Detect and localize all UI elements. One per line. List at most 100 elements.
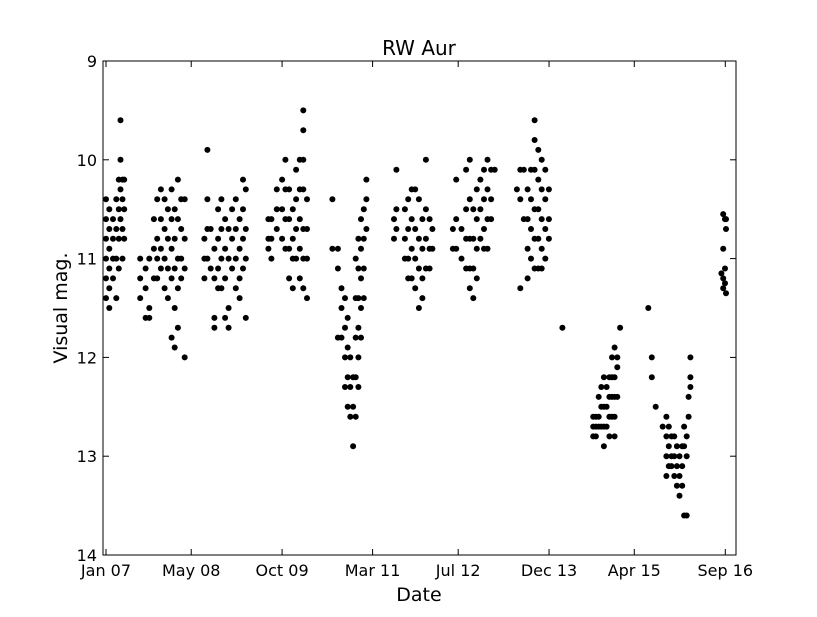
data-point [300, 107, 307, 114]
data-point [419, 275, 426, 282]
data-point [240, 176, 246, 183]
data-point [545, 186, 552, 193]
data-point [481, 196, 487, 203]
data-point [286, 275, 293, 282]
data-point [408, 245, 415, 252]
data-point [164, 235, 171, 242]
data-point [426, 265, 433, 272]
data-point [535, 176, 542, 183]
data-point [528, 255, 534, 262]
data-point [218, 196, 225, 203]
data-point [146, 305, 153, 311]
data-point [488, 196, 495, 203]
data-point [161, 196, 168, 203]
data-point [300, 156, 307, 163]
data-point [676, 492, 683, 499]
data-point [723, 216, 729, 223]
data-point [137, 275, 144, 282]
data-point [466, 156, 473, 163]
data-point [207, 265, 214, 272]
data-point [673, 443, 680, 450]
data-point [293, 255, 300, 262]
data-point [154, 275, 161, 282]
data-point [531, 166, 538, 173]
data-point [215, 206, 222, 213]
data-point [355, 295, 362, 302]
data-point [531, 137, 538, 143]
data-point [606, 433, 613, 440]
data-point [683, 512, 690, 519]
data-point [648, 374, 655, 381]
data-point [463, 206, 470, 213]
data-point [535, 235, 542, 242]
data-point [668, 463, 675, 470]
data-point [115, 265, 122, 272]
data-point [401, 206, 408, 213]
data-point [215, 265, 222, 272]
data-point [204, 146, 211, 153]
data-point [718, 270, 725, 277]
x-tick-label: Dec 13 [521, 561, 577, 580]
data-point [473, 245, 480, 252]
plot-frame [102, 60, 737, 556]
data-point [181, 235, 188, 242]
data-point [676, 473, 683, 479]
data-point [218, 255, 225, 262]
data-point [232, 196, 239, 203]
data-point [344, 403, 351, 410]
data-point [300, 127, 307, 134]
data-point [422, 156, 429, 163]
data-point [103, 295, 109, 302]
data-point [531, 117, 538, 124]
data-point [113, 226, 120, 232]
data-point [360, 235, 367, 242]
data-point [659, 423, 666, 430]
data-point [679, 482, 686, 489]
data-point [720, 285, 727, 292]
data-point [150, 216, 157, 223]
data-point [538, 186, 545, 193]
data-point [181, 354, 188, 361]
data-point [137, 295, 144, 302]
data-point [665, 443, 672, 450]
y-tick-label: 10 [77, 151, 97, 170]
data-point [545, 216, 552, 223]
x-tick-label: Sep 16 [697, 561, 753, 580]
data-point [113, 295, 120, 302]
data-point [229, 206, 236, 213]
data-point [517, 196, 524, 203]
data-point [426, 216, 433, 223]
data-point [524, 216, 531, 223]
data-point [679, 463, 686, 470]
data-point [484, 245, 491, 252]
axis-ticks: Jan 07 May 08 Oct 09 Mar 11 Jul 12 Dec 13 Apr … [77, 52, 753, 580]
data-point [676, 453, 683, 460]
data-point [347, 354, 354, 361]
data-point [342, 354, 348, 361]
data-point [723, 290, 729, 297]
data-point [304, 295, 310, 302]
data-point [603, 423, 610, 430]
data-point [358, 275, 364, 282]
data-point [106, 226, 113, 232]
y-axis-title: Visual mag. [50, 252, 72, 363]
data-point [722, 280, 728, 287]
data-point [665, 423, 672, 430]
data-point [142, 265, 149, 272]
data-point [164, 265, 171, 272]
data-point [614, 354, 621, 361]
data-point [422, 235, 429, 242]
data-point [242, 226, 249, 232]
data-point [329, 245, 336, 252]
data-point [595, 413, 602, 420]
data-point [110, 216, 116, 223]
y-tick-label: 12 [77, 348, 97, 367]
data-point [520, 166, 527, 173]
data-point [106, 305, 113, 311]
data-point [481, 166, 487, 173]
data-point [663, 453, 670, 460]
data-point [174, 216, 181, 223]
data-point [401, 235, 408, 242]
data-point [393, 226, 400, 232]
data-point [393, 166, 400, 173]
